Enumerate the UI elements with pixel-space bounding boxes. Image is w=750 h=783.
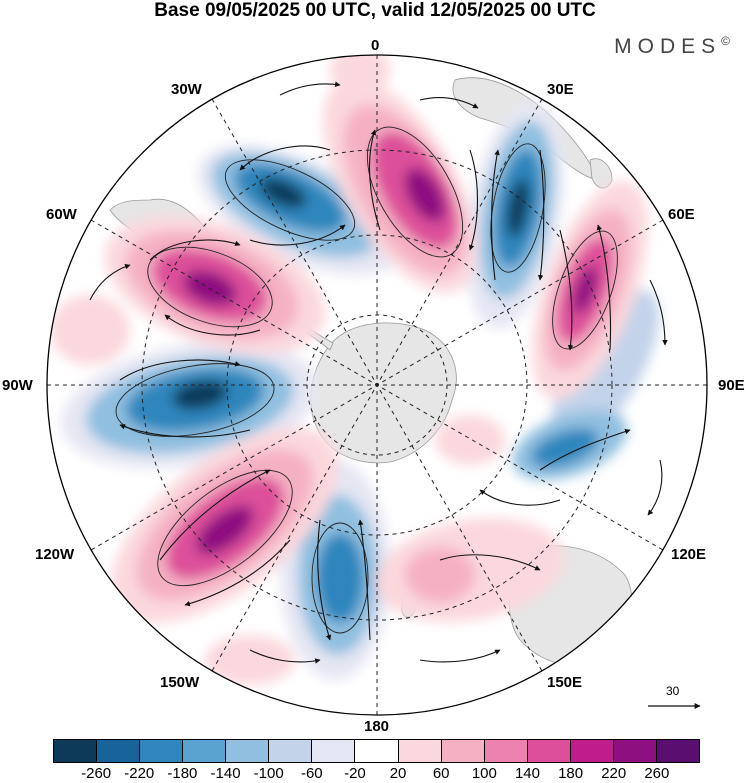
lon-label-120e: 120E xyxy=(671,546,707,563)
map-title: Base 09/05/2025 00 UTC, valid 12/05/2025… xyxy=(154,0,596,21)
lon-label-90w: 90W xyxy=(2,377,33,394)
colorbar-tick-label: -20 xyxy=(344,765,366,782)
colorbar-swatch xyxy=(526,740,570,762)
colorbar-swatch xyxy=(311,740,355,762)
colorbar-tick-label: -260 xyxy=(81,765,112,782)
lon-label-120w: 120W xyxy=(35,546,75,563)
colorbar-tick-label: -100 xyxy=(253,765,284,782)
colorbar-tick-label: 180 xyxy=(558,765,584,782)
colorbar-tick-label: -140 xyxy=(210,765,241,782)
colorbar-swatch xyxy=(268,740,312,762)
reference-vector-label: 30 xyxy=(666,684,680,698)
colorbar-swatch xyxy=(139,740,183,762)
colorbar-swatch xyxy=(655,740,699,762)
graticule xyxy=(47,55,707,715)
lon-label-30w: 30W xyxy=(171,81,202,98)
lon-label-60e: 60E xyxy=(668,206,695,223)
colorbar-swatch xyxy=(182,740,226,762)
colorbar-swatch xyxy=(483,740,527,762)
colorbar-tick-label: 260 xyxy=(644,765,670,782)
colorbar-tick-label: 100 xyxy=(471,765,497,782)
wind-vectors xyxy=(89,81,668,664)
madagascar xyxy=(589,158,613,189)
contours xyxy=(115,126,618,634)
lon-label-60w: 60W xyxy=(46,206,77,223)
colorbar-tick-label: 220 xyxy=(601,765,627,782)
colorbar-tick-label: 20 xyxy=(389,765,407,782)
colorbar-swatch xyxy=(397,740,441,762)
colorbar-swatch xyxy=(440,740,484,762)
colorbar-swatch xyxy=(96,740,140,762)
colorbar-tick-label: 60 xyxy=(432,765,450,782)
anomaly-blobs xyxy=(50,55,660,685)
colorbar-tick-label: -60 xyxy=(300,765,323,782)
colorbar-swatch xyxy=(354,740,398,762)
colorbar-swatch xyxy=(569,740,613,762)
modes-logo: MODES© xyxy=(614,34,730,59)
antarctica xyxy=(310,322,457,464)
brand-name: MODES xyxy=(614,35,722,58)
map-border xyxy=(46,54,708,716)
colorbar-tick-label: -220 xyxy=(124,765,155,782)
colorbar xyxy=(53,739,700,763)
colorbar-swatch xyxy=(225,740,269,762)
colorbar-swatch xyxy=(612,740,656,762)
anomaly-field xyxy=(47,55,707,715)
lon-label-180: 180 xyxy=(364,718,390,735)
brand-mark: © xyxy=(721,34,730,48)
colorbar-tick-label: -180 xyxy=(167,765,198,782)
lon-label-30e: 30E xyxy=(547,81,574,98)
lon-label-90e: 90E xyxy=(718,377,745,394)
colorbar-swatch xyxy=(54,740,97,762)
lon-label-150w: 150W xyxy=(160,674,200,691)
colorbar-ticks: -260 -220 -180 -140 -100 -60 -20 20 60 100 140 180 2… xyxy=(0,765,750,783)
colorbar-tick-label: 140 xyxy=(514,765,540,782)
lon-label-0: 0 xyxy=(371,37,380,54)
lon-label-150e: 150E xyxy=(547,674,583,691)
